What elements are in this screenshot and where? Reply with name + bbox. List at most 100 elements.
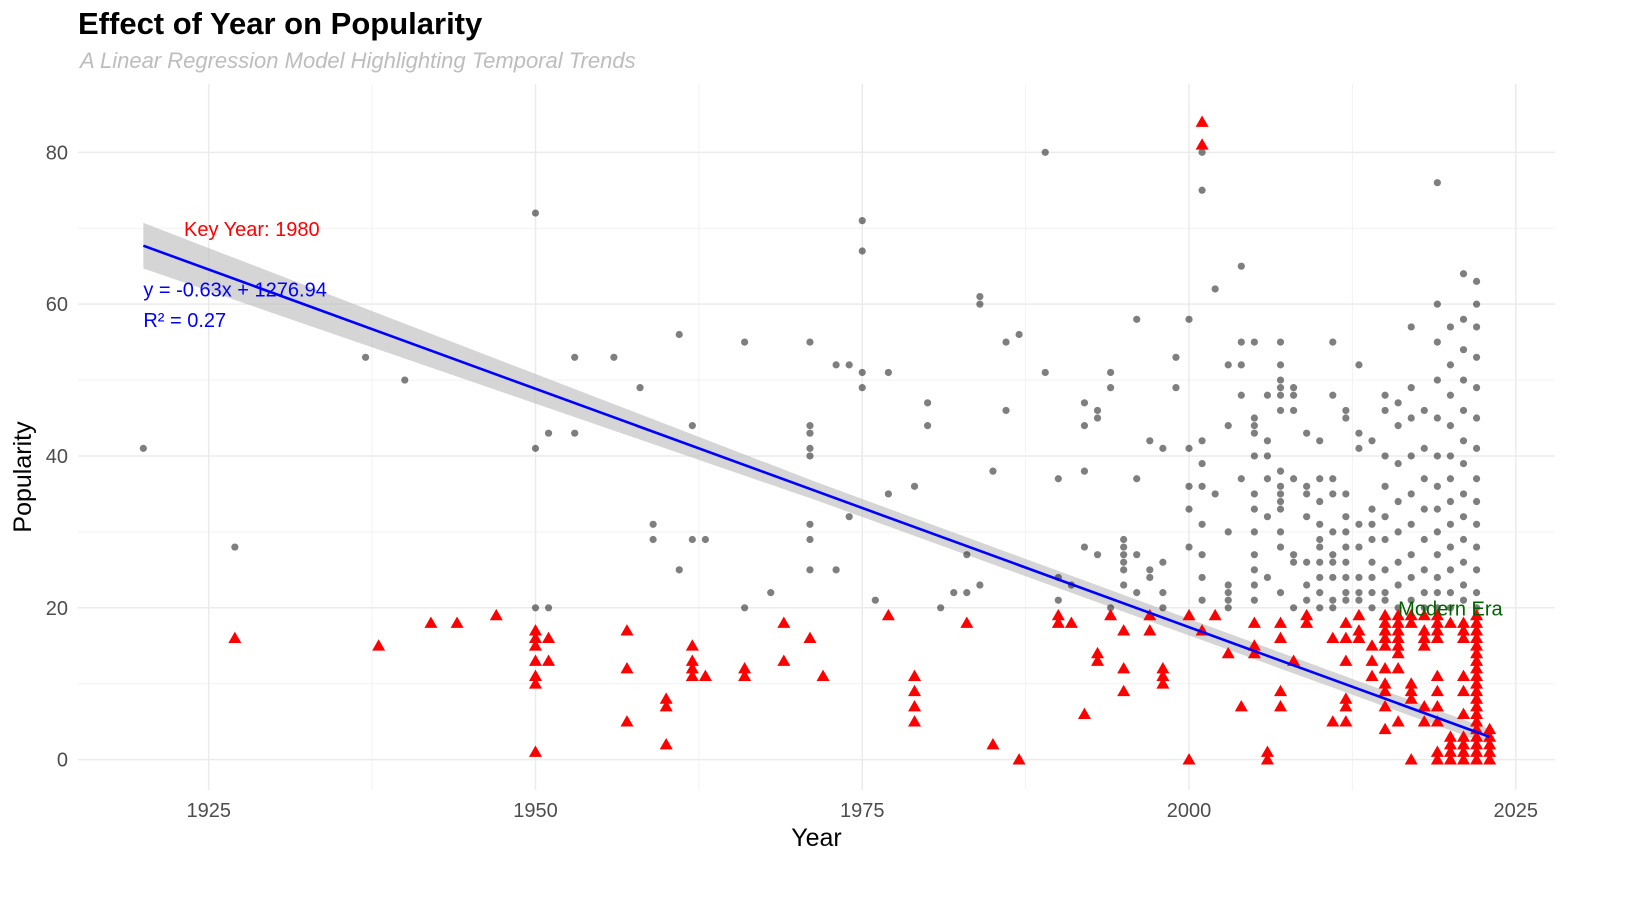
data-point	[1433, 551, 1441, 559]
data-point	[1459, 581, 1468, 589]
data-point-triangle	[1274, 699, 1288, 712]
data-point	[1355, 543, 1363, 551]
data-point	[1159, 604, 1167, 612]
data-point	[1459, 346, 1468, 354]
data-point	[1355, 429, 1363, 437]
data-point	[1198, 186, 1206, 194]
data-point	[1198, 482, 1206, 490]
data-point-triangle	[1457, 707, 1471, 719]
data-point	[1329, 391, 1337, 399]
data-point-triangle	[1195, 138, 1209, 150]
data-point	[1368, 589, 1376, 597]
data-point-triangle	[1430, 745, 1444, 757]
data-point-triangle	[1417, 608, 1431, 621]
data-point-triangle	[1391, 631, 1405, 644]
data-point-triangle	[528, 677, 542, 689]
data-point	[1472, 543, 1481, 551]
data-point	[1329, 338, 1337, 346]
data-point	[1289, 604, 1298, 612]
data-point	[1420, 589, 1428, 597]
data-point	[1355, 589, 1363, 597]
data-point-triangle	[1443, 730, 1457, 742]
data-point-triangle	[1260, 745, 1274, 757]
data-point	[1237, 475, 1245, 483]
data-point	[1368, 437, 1376, 445]
data-point	[1159, 444, 1167, 452]
data-point-triangle	[1443, 737, 1457, 750]
data-point	[1329, 490, 1337, 498]
data-point-triangle	[1221, 646, 1235, 659]
r-squared-label: R² = 0.27	[143, 310, 226, 332]
points-high-popularity	[139, 148, 1481, 612]
y-axis-label: Popularity	[9, 421, 37, 533]
data-point-triangle	[1077, 707, 1091, 719]
data-point-triangle	[424, 616, 438, 628]
data-point	[1459, 406, 1468, 415]
data-point-triangle	[1378, 677, 1392, 689]
data-point	[1368, 558, 1376, 566]
data-point	[1472, 384, 1481, 392]
data-point-triangle	[1378, 639, 1392, 651]
data-point	[1420, 604, 1428, 612]
data-point-triangle	[1417, 715, 1431, 727]
x-tick-label: 1950	[513, 800, 558, 822]
data-point-triangle	[1404, 684, 1418, 697]
data-point-triangle	[1182, 753, 1196, 765]
data-point	[1342, 528, 1350, 536]
data-point-triangle	[1417, 699, 1431, 712]
data-point	[858, 247, 866, 255]
data-point	[1146, 573, 1154, 582]
data-point	[1407, 323, 1415, 331]
data-point	[806, 452, 814, 460]
data-point	[1329, 558, 1337, 566]
data-point-triangle	[1470, 669, 1484, 682]
data-point	[1472, 353, 1481, 361]
data-point	[1250, 528, 1258, 536]
data-point	[845, 361, 853, 369]
data-point	[1250, 596, 1258, 604]
data-point	[1472, 604, 1481, 612]
y-tick-label: 80	[46, 142, 68, 164]
data-point	[1446, 543, 1455, 551]
y-tick-label: 0	[57, 750, 68, 772]
data-point	[1250, 452, 1258, 460]
data-point	[1276, 543, 1285, 551]
data-point-triangle	[1195, 115, 1209, 127]
data-point	[1263, 513, 1272, 521]
data-point	[1263, 573, 1272, 582]
data-point-triangle	[228, 631, 242, 644]
regression-equation: y = -0.63x + 1276.94	[143, 280, 326, 302]
data-point-triangle	[659, 737, 673, 750]
data-point-triangle	[816, 669, 830, 682]
data-point	[1433, 452, 1441, 460]
chart-title: Effect of Year on Popularity	[78, 6, 483, 41]
data-point	[1355, 596, 1363, 604]
data-point	[1329, 475, 1337, 483]
data-point-triangle	[1391, 662, 1405, 674]
data-point-triangle	[1156, 669, 1170, 682]
data-point	[806, 429, 814, 437]
data-point-triangle	[1404, 692, 1418, 704]
data-point	[1433, 179, 1441, 187]
data-point-triangle	[528, 654, 542, 666]
data-point-triangle	[738, 669, 752, 682]
data-point-triangle	[1430, 608, 1444, 621]
data-point-triangle	[685, 639, 699, 651]
data-point	[1381, 452, 1389, 460]
data-point-triangle	[1470, 745, 1484, 757]
data-point-triangle	[1182, 608, 1196, 621]
data-point	[1394, 399, 1402, 407]
data-point	[858, 384, 866, 392]
data-point	[1185, 505, 1193, 513]
data-point	[858, 217, 866, 225]
data-point	[1080, 467, 1089, 475]
data-point-triangle	[777, 654, 791, 666]
data-point-triangle	[1352, 624, 1366, 636]
data-point-triangle	[1208, 608, 1222, 621]
data-point-triangle	[1274, 684, 1288, 697]
data-point	[858, 368, 866, 377]
data-point-triangle	[1457, 624, 1471, 636]
data-point-triangle	[1430, 624, 1444, 636]
x-tick-label: 2025	[1494, 800, 1539, 822]
x-tick-label: 1925	[186, 800, 231, 822]
